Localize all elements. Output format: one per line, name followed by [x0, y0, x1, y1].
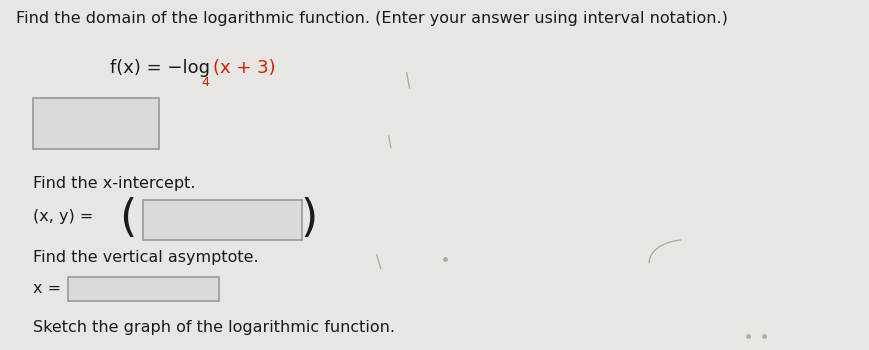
- FancyBboxPatch shape: [68, 276, 219, 301]
- Text: Find the vertical asymptote.: Find the vertical asymptote.: [33, 250, 258, 265]
- Text: x =: x =: [33, 281, 61, 296]
- Text: Sketch the graph of the logarithmic function.: Sketch the graph of the logarithmic func…: [33, 320, 395, 335]
- Text: f(x) = −log: f(x) = −log: [110, 59, 210, 77]
- Text: ): ): [301, 197, 317, 240]
- FancyBboxPatch shape: [33, 98, 159, 149]
- Text: (x + 3): (x + 3): [213, 59, 275, 77]
- Text: Find the domain of the logarithmic function. (Enter your answer using interval n: Find the domain of the logarithmic funct…: [17, 10, 728, 26]
- Text: Find the x-intercept.: Find the x-intercept.: [33, 176, 196, 191]
- FancyBboxPatch shape: [143, 199, 302, 240]
- Text: (: (: [120, 197, 137, 240]
- Text: 4: 4: [202, 76, 209, 90]
- Text: (x, y) =: (x, y) =: [33, 210, 93, 224]
